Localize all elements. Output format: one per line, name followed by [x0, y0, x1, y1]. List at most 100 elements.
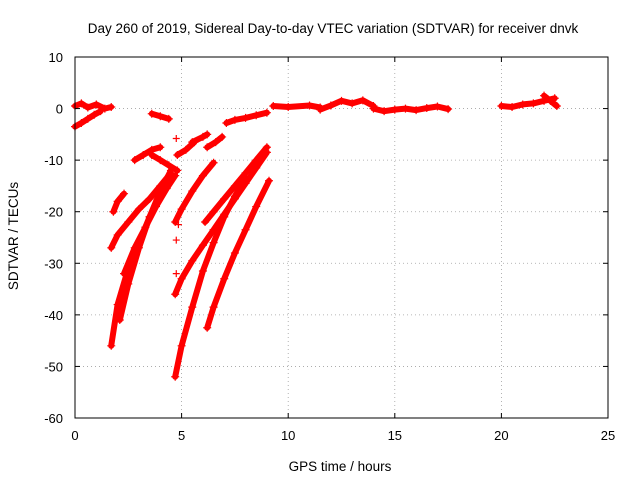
- data-point: [203, 143, 212, 152]
- data-point: [209, 158, 218, 167]
- data-point: [337, 96, 346, 105]
- data-point: [230, 248, 239, 257]
- data-point: [162, 184, 171, 193]
- series-arc-13: [171, 158, 218, 227]
- data-point: [147, 150, 156, 159]
- data-point: [552, 101, 561, 110]
- x-tick-label: 10: [281, 428, 295, 443]
- series-line: [317, 97, 377, 113]
- data-point: [209, 303, 218, 312]
- data-point: [209, 225, 218, 234]
- series-line: [172, 149, 270, 298]
- data-point: [130, 243, 139, 252]
- data-point: [173, 150, 182, 159]
- y-axis-label: SDTVAR / TECUs: [6, 182, 21, 291]
- data-point: [433, 102, 442, 111]
- series-line: [172, 159, 217, 225]
- data-point: [171, 372, 180, 381]
- data-point: [230, 194, 239, 203]
- series-line: [202, 144, 270, 225]
- series-arc-7: [120, 171, 180, 278]
- series-line: [131, 144, 164, 164]
- data-point: [401, 104, 410, 113]
- series-arc-24: [540, 91, 561, 110]
- data-point: [177, 341, 186, 350]
- data-point: [348, 99, 357, 108]
- data-point: [390, 105, 399, 114]
- data-point: [90, 110, 99, 119]
- data-point: [540, 91, 549, 100]
- series-arc-21: [316, 96, 378, 114]
- data-point: [220, 210, 229, 219]
- series-arc-15: [188, 130, 212, 147]
- data-point: [198, 132, 207, 141]
- data-point: [497, 101, 506, 110]
- data-point: [156, 143, 165, 152]
- data-point: [218, 132, 227, 141]
- data-point: [113, 300, 122, 309]
- y-tick-label: 10: [49, 50, 63, 65]
- data-point: [241, 179, 250, 188]
- data-point: [164, 161, 173, 170]
- data-point: [265, 176, 274, 185]
- data-point: [145, 194, 154, 203]
- data-point: [141, 223, 150, 232]
- series-line: [110, 190, 127, 215]
- data-point: [518, 100, 527, 109]
- data-point: [203, 323, 212, 332]
- plot-frame: [74, 56, 609, 419]
- series-arc-1: [71, 99, 116, 113]
- isolated-point: [172, 236, 180, 244]
- data-point: [120, 189, 129, 198]
- data-point: [77, 119, 86, 128]
- data-point: [177, 274, 186, 283]
- data-point: [198, 241, 207, 250]
- plot-data: [71, 91, 561, 381]
- data-point: [203, 130, 212, 139]
- x-tick-label: 5: [178, 428, 185, 443]
- series-arc-8: [130, 143, 165, 165]
- data-point: [177, 205, 186, 214]
- data-point: [100, 104, 109, 113]
- data-point: [412, 106, 421, 115]
- series-arc-16: [203, 132, 227, 152]
- data-point: [188, 138, 197, 147]
- data-point: [220, 274, 229, 283]
- data-point: [252, 111, 261, 120]
- series-line: [148, 152, 181, 174]
- data-point: [107, 243, 116, 252]
- y-tick-label: -10: [44, 153, 63, 168]
- data-point: [147, 109, 156, 118]
- chart-title: Day 260 of 2019, Sidereal Day-to-day VTE…: [88, 21, 579, 36]
- data-point: [546, 96, 555, 105]
- isolated-point: [172, 134, 180, 142]
- data-point: [380, 107, 389, 116]
- data-point: [241, 113, 250, 122]
- isolated-point: [172, 270, 180, 278]
- data-point: [107, 103, 116, 112]
- data-point: [269, 101, 278, 110]
- data-point: [230, 115, 239, 124]
- y-tick-label: -40: [44, 308, 63, 323]
- data-point: [124, 218, 133, 227]
- data-point: [262, 143, 271, 152]
- data-point: [83, 103, 92, 112]
- x-tick-label: 0: [71, 428, 78, 443]
- series-arc-18: [201, 143, 271, 227]
- x-tick-label: 20: [494, 428, 508, 443]
- series-line: [121, 172, 179, 277]
- data-point: [422, 104, 431, 113]
- data-point: [173, 166, 182, 175]
- data-point: [358, 96, 367, 105]
- data-point: [198, 171, 207, 180]
- data-point: [171, 171, 180, 180]
- data-point: [369, 104, 378, 113]
- series-arc-19: [222, 108, 271, 128]
- data-point: [316, 105, 325, 114]
- data-point: [188, 187, 197, 196]
- y-tick-label: -60: [44, 411, 63, 426]
- data-point: [201, 218, 210, 227]
- y-tick-label: -30: [44, 256, 63, 271]
- data-point: [107, 341, 116, 350]
